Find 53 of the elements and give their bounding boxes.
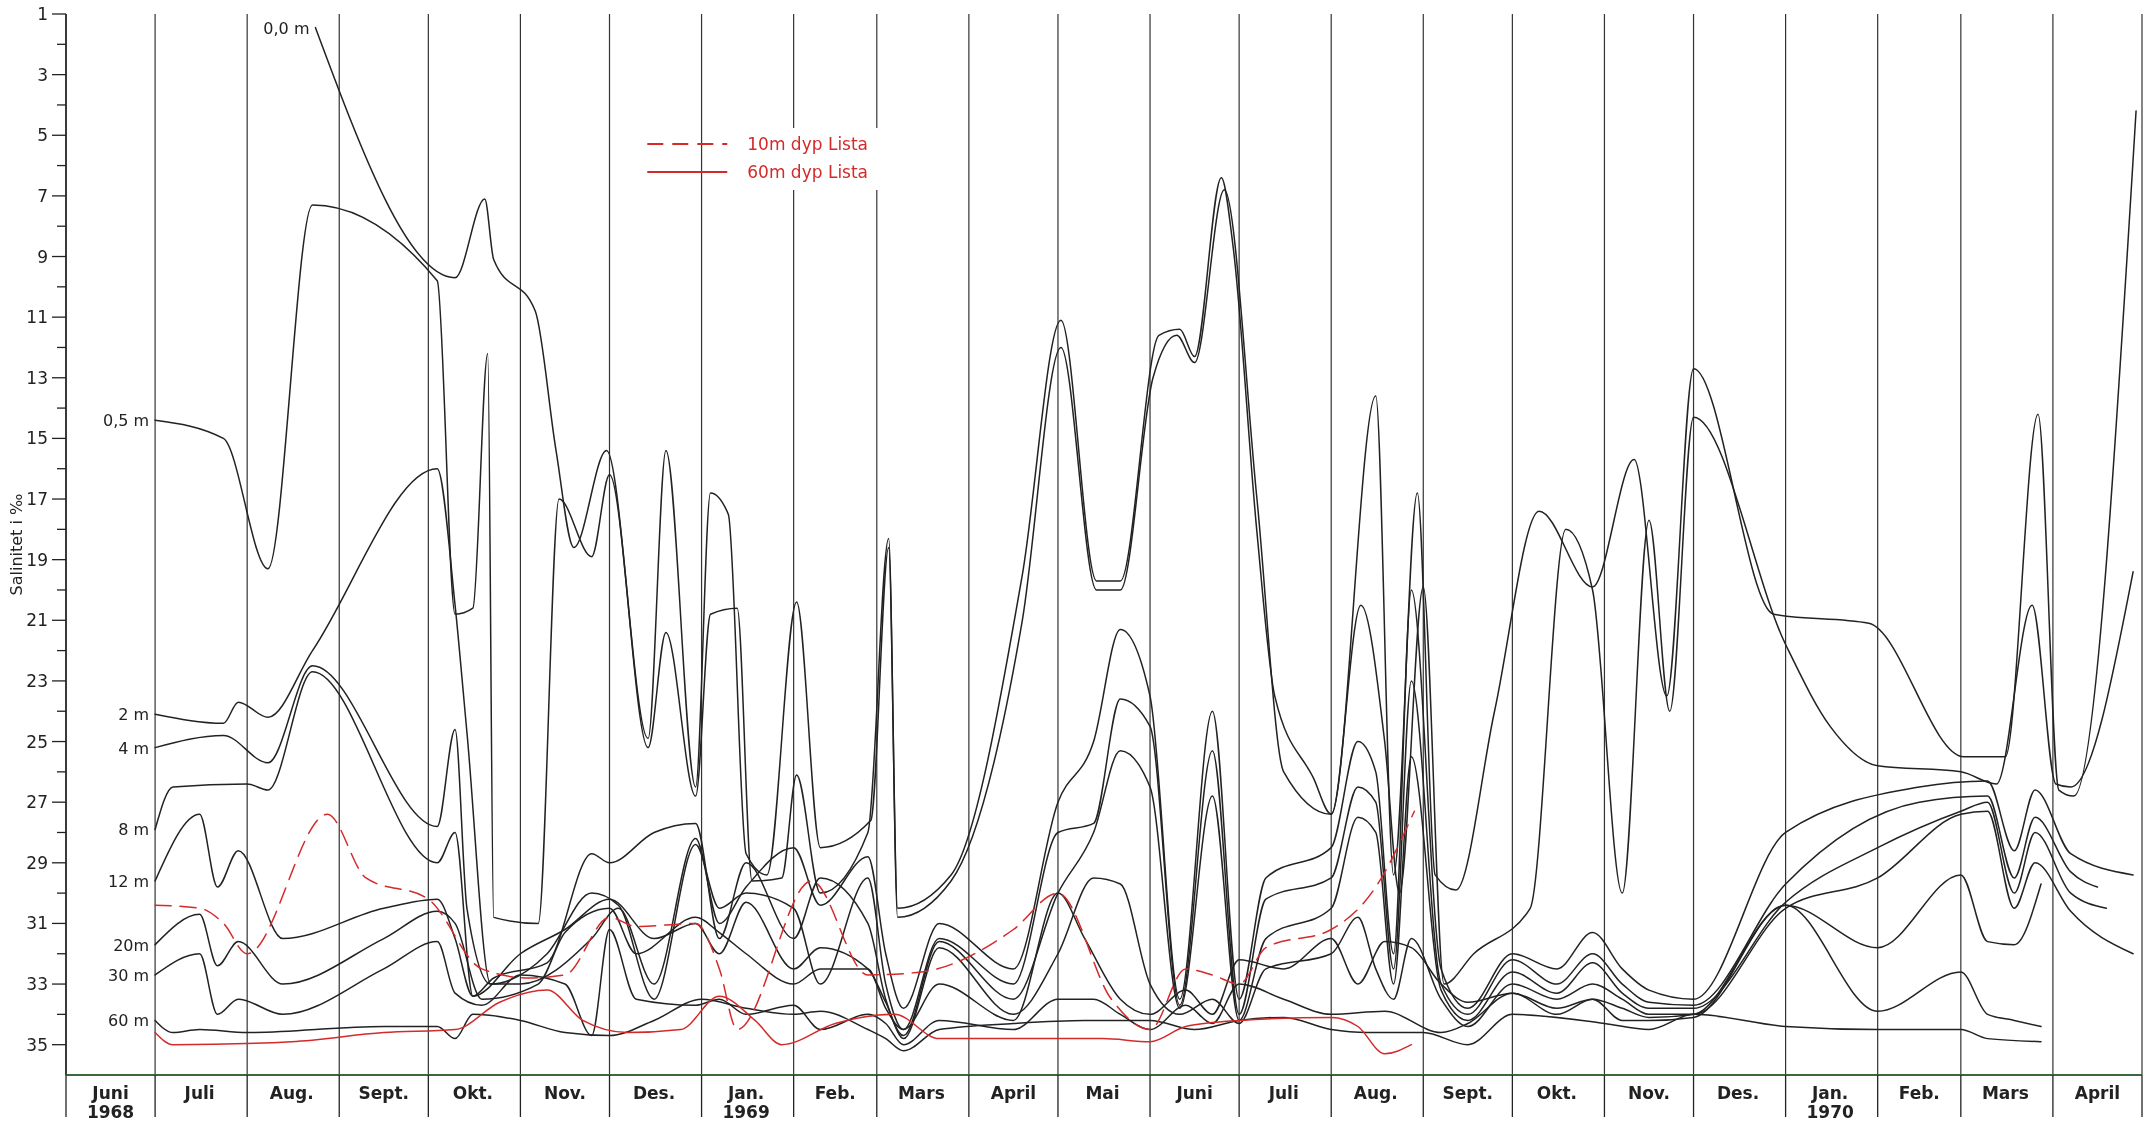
y-tick-label: 27	[26, 792, 48, 813]
y-tick-label: 9	[37, 246, 48, 267]
y-tick-label: 23	[26, 670, 48, 691]
x-tick-label: Jan. 1969	[722, 1083, 770, 1122]
x-tick-label: Juni 1968	[86, 1083, 135, 1122]
y-tick-label: 19	[26, 549, 48, 570]
x-tick-label: Mai	[1085, 1083, 1120, 1103]
y-tick-label: 33	[26, 974, 48, 995]
y-tick-label: 3	[37, 64, 48, 85]
x-tick-label: April	[990, 1083, 1037, 1103]
x-tick-label: Nov.	[1627, 1083, 1671, 1103]
series-label: 0,5 m	[102, 411, 150, 431]
y-tick-label: 1	[37, 4, 48, 24]
series-label: 60 m	[108, 1011, 150, 1031]
x-tick-label: Sept.	[358, 1083, 410, 1103]
series-label: 12 m	[108, 871, 150, 891]
x-tick-label: Sept.	[1442, 1083, 1494, 1103]
series-label: 4 m	[118, 738, 150, 758]
series-label: 8 m	[118, 820, 150, 840]
y-tick-label: 31	[26, 913, 48, 934]
x-tick-label: Nov.	[543, 1083, 586, 1103]
series-label: 2 m	[118, 705, 150, 725]
x-tick-label: Juni	[1175, 1083, 1213, 1103]
y-axis-title: Salinitet i ‰	[7, 493, 26, 596]
x-tick-label: Aug.	[269, 1083, 314, 1103]
y-tick-label: 13	[26, 367, 48, 388]
x-tick-label: Des.	[1716, 1083, 1760, 1103]
legend-label: 10m dyp Lista	[747, 134, 869, 154]
y-tick-label: 35	[26, 1034, 48, 1055]
series-label: 0,0 m	[263, 18, 310, 38]
x-tick-label: Okt.	[452, 1083, 494, 1103]
legend-label: 60m dyp Lista	[747, 162, 869, 182]
series-label: 30 m	[108, 965, 150, 985]
x-tick-label: Mars	[897, 1083, 945, 1103]
y-tick-label: 29	[26, 852, 48, 873]
y-tick-label: 17	[26, 489, 48, 510]
x-tick-label: Okt.	[1536, 1083, 1578, 1103]
x-tick-label: Jan. 1970	[1806, 1083, 1854, 1122]
y-tick-label: 5	[37, 125, 48, 146]
x-tick-label: April	[2074, 1083, 2121, 1103]
y-tick-label: 25	[26, 731, 48, 752]
series-label: 20m	[113, 935, 150, 955]
y-tick-label: 21	[26, 610, 48, 631]
x-tick-label: Juli	[183, 1083, 215, 1103]
y-tick-label: 7	[37, 185, 48, 206]
x-tick-label: Mars	[1981, 1083, 2029, 1103]
y-tick-label: 11	[26, 307, 48, 328]
x-tick-label: Juli	[1267, 1083, 1299, 1103]
y-tick-label: 15	[26, 428, 48, 449]
x-tick-label: Aug.	[1353, 1083, 1398, 1103]
x-tick-label: Feb.	[814, 1083, 856, 1103]
x-tick-label: Des.	[632, 1083, 676, 1103]
x-tick-label: Feb.	[1898, 1083, 1940, 1103]
